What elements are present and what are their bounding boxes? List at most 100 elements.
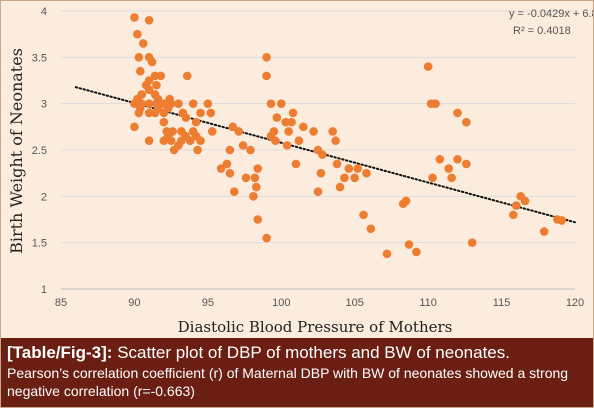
data-point	[144, 108, 154, 118]
y-tick-label: 1	[41, 284, 47, 296]
y-tick-label: 4	[41, 6, 47, 18]
data-point	[250, 173, 260, 183]
data-point	[281, 117, 290, 127]
data-point	[520, 196, 530, 206]
trendline-equation: y = -0.0429x + 6.868	[509, 8, 593, 20]
x-tick-label: 115	[493, 297, 511, 309]
data-point	[181, 113, 191, 122]
caption-description: Pearson’s correlation coefficient (r) of…	[7, 365, 569, 399]
data-point	[423, 62, 433, 71]
data-point	[462, 117, 471, 127]
y-tick-label: 2	[41, 191, 47, 203]
data-point	[159, 136, 169, 146]
caption-title: Scatter plot of DBP of mothers and BW of…	[117, 343, 510, 362]
data-point	[453, 154, 462, 164]
data-point	[557, 216, 567, 225]
data-point	[328, 127, 337, 136]
data-point	[331, 136, 340, 146]
data-point	[156, 71, 166, 81]
data-point	[350, 173, 360, 183]
data-point	[130, 122, 139, 132]
data-point	[249, 192, 258, 201]
axes: 1 1.5 2 2.5 3 3.5 4 85 90 95 100 105 110 115 120	[32, 6, 584, 309]
x-tick-label: 105	[346, 297, 364, 309]
data-point	[134, 53, 144, 62]
data-point	[144, 136, 154, 146]
data-points	[130, 13, 567, 259]
data-point	[191, 117, 201, 127]
data-point	[234, 127, 243, 136]
y-tick-label: 3	[41, 99, 47, 111]
data-point	[182, 71, 192, 81]
x-tick-label: 110	[419, 297, 437, 309]
data-point	[207, 127, 217, 136]
data-point	[271, 136, 280, 146]
scatter-chart: 1 1.5 2 2.5 3 3.5 4 85 90 95 100 105 110 115 120 y = -…	[1, 1, 593, 337]
data-point	[241, 173, 251, 183]
data-point	[150, 108, 160, 118]
y-tick-label: 3.5	[32, 52, 47, 64]
data-point	[147, 57, 157, 67]
data-point	[203, 99, 213, 108]
data-point	[159, 117, 169, 127]
data-point	[188, 99, 198, 108]
data-point	[340, 173, 349, 183]
data-point	[313, 187, 323, 196]
data-point	[133, 29, 142, 39]
y-axis-title: Birth Weight of Neonates	[7, 48, 26, 254]
x-tick-label: 90	[128, 297, 140, 309]
data-point	[428, 173, 437, 183]
data-point	[382, 249, 392, 259]
data-point	[222, 159, 232, 169]
data-point	[404, 240, 414, 249]
data-point	[467, 238, 477, 247]
data-point	[332, 159, 342, 169]
data-point	[511, 201, 521, 210]
data-point	[228, 122, 238, 132]
data-point	[253, 215, 263, 224]
data-point	[150, 71, 160, 81]
data-point	[287, 117, 296, 127]
data-point	[435, 154, 445, 164]
x-tick-label: 120	[566, 297, 584, 309]
chart-background	[1, 1, 593, 337]
data-point	[282, 141, 292, 150]
caption-tag: [Table/Fig-3]:	[7, 343, 113, 362]
data-point	[185, 136, 195, 146]
data-point	[453, 108, 462, 118]
data-point	[359, 210, 368, 220]
data-point	[169, 145, 179, 155]
data-point	[144, 85, 154, 95]
data-point	[262, 233, 271, 243]
data-point	[291, 159, 301, 169]
y-tick-label: 2.5	[32, 145, 47, 157]
data-point	[318, 150, 327, 159]
data-point	[353, 164, 362, 173]
data-point	[225, 168, 235, 178]
data-point	[366, 224, 376, 234]
data-point	[444, 164, 454, 173]
data-point	[309, 127, 318, 136]
x-axis-title: Diastolic Blood Pressure of Mothers	[178, 318, 453, 336]
data-point	[206, 108, 216, 118]
data-point	[196, 136, 205, 146]
data-point	[401, 196, 411, 206]
data-point	[335, 182, 345, 192]
data-point	[262, 71, 271, 81]
figure-caption: [Table/Fig-3]: Scatter plot of DBP of mo…	[1, 338, 593, 407]
data-point	[431, 99, 440, 108]
data-point	[216, 164, 226, 173]
data-point	[246, 145, 255, 155]
data-point	[136, 66, 145, 76]
data-point	[266, 99, 276, 108]
data-point	[229, 187, 239, 196]
data-point	[196, 108, 205, 118]
data-point	[462, 159, 471, 169]
data-point	[284, 127, 293, 136]
data-point	[447, 173, 456, 183]
data-point	[144, 99, 154, 108]
data-point	[262, 53, 271, 62]
data-point	[138, 39, 148, 48]
plot-area: 1 1.5 2 2.5 3 3.5 4 85 90 95 100 105 110 115 120 y = -…	[1, 1, 593, 337]
